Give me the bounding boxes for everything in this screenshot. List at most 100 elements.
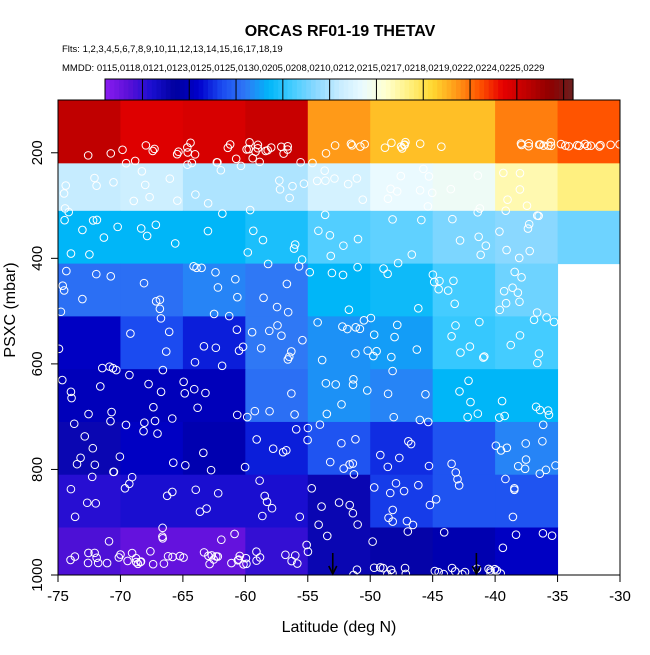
observation-point	[209, 309, 219, 319]
colorbar-segment	[203, 79, 209, 118]
observation-point	[92, 181, 101, 190]
observation-point	[315, 420, 325, 429]
colorbar-segment	[484, 79, 490, 118]
colorbar-segment	[217, 79, 223, 118]
colorbar-segment	[315, 79, 321, 118]
colorbar-segment	[516, 79, 523, 118]
observation-point	[158, 534, 168, 543]
observation-point	[211, 343, 221, 353]
observation-point	[232, 410, 242, 420]
observation-point	[498, 543, 508, 553]
observation-point	[279, 149, 288, 158]
observation-point	[524, 141, 534, 151]
colorbar-segment	[329, 79, 335, 118]
observation-point	[515, 331, 525, 340]
observation-point	[463, 412, 472, 422]
observation-point	[403, 527, 413, 536]
observation-point	[217, 361, 227, 371]
colorbar-segment	[147, 79, 153, 118]
observation-point	[379, 264, 388, 273]
observation-point	[225, 140, 235, 149]
observation-point	[191, 190, 200, 199]
observation-point	[277, 331, 286, 341]
observation-point	[174, 147, 183, 157]
observation-point	[546, 137, 556, 147]
observation-point	[180, 388, 190, 398]
observation-point	[168, 487, 177, 497]
observation-point	[59, 189, 69, 198]
observation-point	[383, 269, 392, 279]
observation-point	[121, 420, 131, 430]
observation-point	[163, 551, 173, 561]
colorbar-segment	[568, 79, 574, 118]
observation-point	[104, 536, 114, 546]
observation-point	[242, 559, 251, 569]
colorbar-segment	[390, 79, 396, 118]
observation-point	[126, 329, 135, 338]
observation-point	[78, 225, 87, 235]
observation-point	[502, 245, 511, 255]
observation-point	[168, 458, 178, 468]
observation-point	[153, 429, 162, 438]
observation-point	[481, 241, 491, 250]
observation-point	[447, 459, 456, 469]
observation-point	[484, 564, 493, 574]
observation-point	[391, 478, 401, 488]
observation-point	[321, 176, 330, 185]
observation-point	[303, 547, 313, 556]
heatmap-cell	[245, 316, 309, 370]
observation-point	[453, 474, 462, 484]
colorbar-segment	[423, 79, 429, 118]
observation-point	[245, 138, 254, 147]
observation-point	[465, 342, 475, 351]
observation-point	[66, 249, 76, 258]
observation-point	[67, 393, 76, 403]
observation-point	[345, 460, 354, 469]
colorbar-segment	[165, 79, 172, 118]
observation-point	[193, 403, 202, 413]
observation-point	[170, 239, 180, 248]
colorbar-segment	[395, 79, 401, 118]
heatmap-cell	[307, 100, 371, 164]
observation-point	[95, 382, 105, 391]
heatmap-cell	[245, 100, 309, 164]
observation-point	[250, 406, 260, 416]
observation-point	[369, 563, 379, 573]
observation-point	[164, 327, 174, 337]
observation-point	[516, 139, 526, 148]
observation-point	[551, 461, 560, 470]
observation-point	[521, 439, 531, 448]
observation-point	[349, 374, 358, 384]
colorbar-segment	[348, 79, 354, 118]
colorbar-segment	[535, 79, 541, 118]
observation-point	[389, 412, 399, 422]
observation-point	[508, 283, 517, 292]
observation-point	[66, 555, 75, 565]
heatmap-cell	[245, 263, 309, 317]
observation-point	[496, 446, 506, 455]
observation-point	[148, 146, 158, 156]
observation-point	[125, 370, 134, 380]
observation-point	[106, 416, 115, 426]
colorbar-segment	[488, 79, 495, 118]
observation-point	[388, 366, 397, 376]
observation-point	[383, 389, 393, 399]
observation-point	[314, 226, 323, 236]
x-tick-label: -75	[47, 588, 69, 605]
observation-point	[118, 145, 127, 155]
observation-point	[289, 244, 299, 253]
observation-point	[275, 185, 285, 194]
observation-point	[326, 251, 336, 261]
observation-point	[348, 459, 358, 468]
colorbar-segment	[334, 79, 340, 118]
colorbar-segment	[362, 79, 368, 118]
observation-point	[387, 352, 396, 362]
observation-point	[595, 142, 604, 151]
observation-point	[161, 347, 171, 356]
heatmap-cell	[557, 163, 621, 212]
observation-point	[497, 396, 507, 406]
observation-point	[549, 317, 559, 327]
heatmap-cells	[58, 100, 621, 576]
observation-point	[606, 140, 615, 150]
colorbar-segment	[175, 79, 181, 118]
